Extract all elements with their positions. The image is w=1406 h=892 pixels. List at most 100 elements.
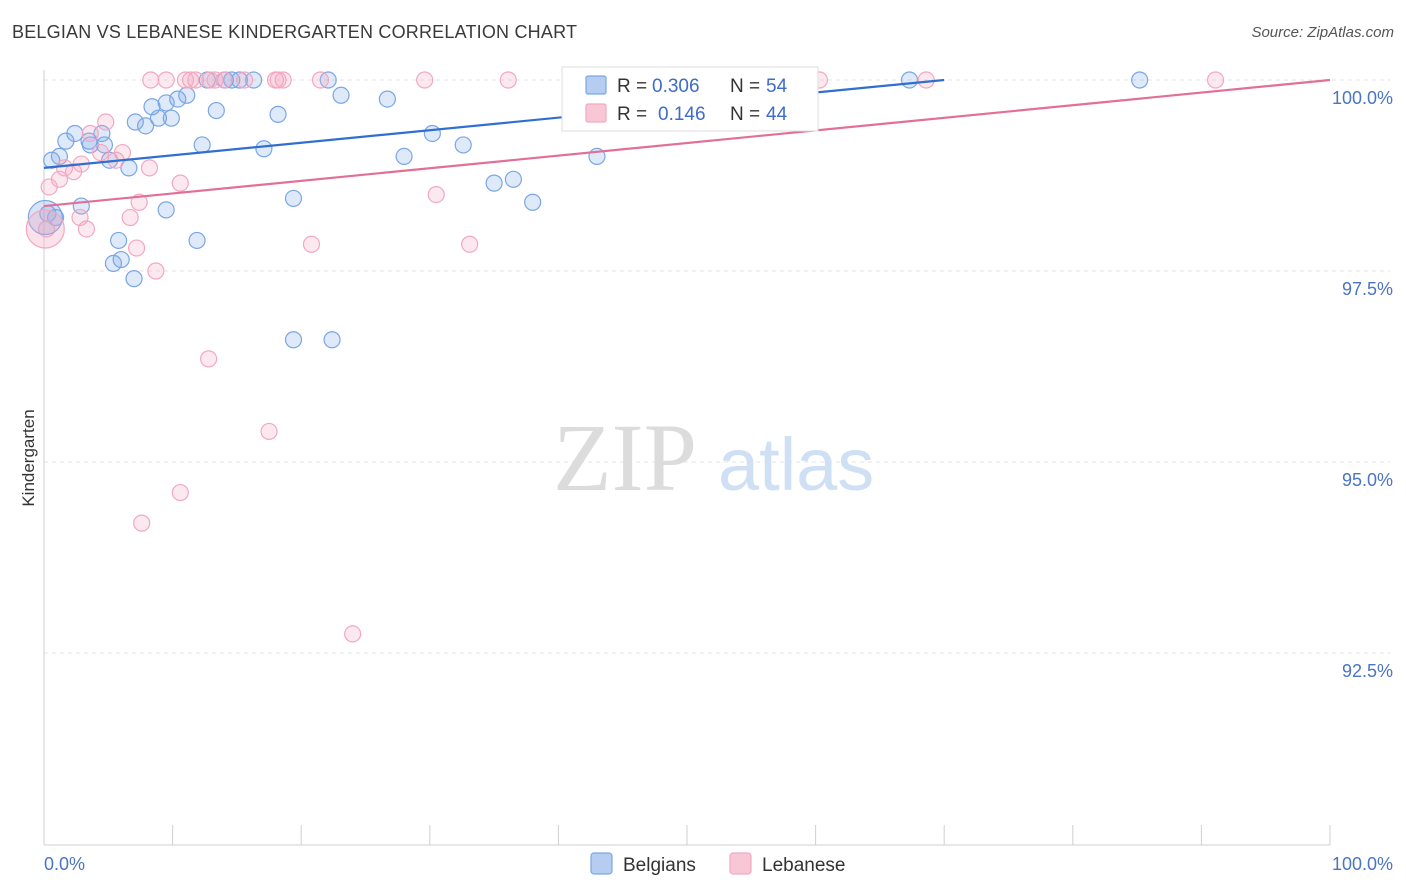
lebanese-point: [206, 71, 224, 89]
belgians-point: [125, 270, 143, 288]
chart-title: BELGIAN VS LEBANESE KINDERGARTEN CORRELA…: [12, 22, 578, 42]
lebanese-point: [182, 71, 200, 89]
lebanese-point: [269, 71, 287, 89]
lebanese-point: [311, 71, 330, 89]
legend-swatch-lebanese: [585, 103, 607, 123]
lebanese-point-large: [25, 209, 65, 249]
legend-swatch-belgians: [585, 75, 607, 95]
lebanese-point: [81, 124, 99, 143]
lebanese-point: [147, 262, 165, 280]
belgians-point: [162, 109, 180, 127]
watermark-atlas: atlas: [718, 423, 874, 506]
legend-n-label-1: N =: [730, 76, 760, 97]
lebanese-point: [344, 625, 362, 643]
bottom-legend-swatch-belgians: [590, 852, 613, 875]
lebanese-point: [121, 208, 139, 227]
lebanese-point: [236, 71, 254, 89]
belgians-point: [378, 90, 396, 108]
lebanese-point: [416, 71, 434, 89]
lebanese-point: [274, 71, 292, 89]
belgians-point: [178, 86, 196, 104]
gridlines: [44, 79, 1390, 654]
lebanese-point: [91, 143, 110, 162]
lebanese-point: [1206, 71, 1225, 89]
scatter-points: [25, 71, 1225, 643]
legend: R = 0.306 N = 54 R = 0.146 N = 44: [561, 66, 819, 132]
lebanese-point: [140, 159, 159, 177]
legend-r-label-2: R =: [617, 104, 647, 125]
lebanese-trend-line: [43, 78, 1331, 208]
lebanese-point: [427, 186, 445, 204]
belgians-point: [193, 136, 211, 154]
y-tick-label: 97.5%: [1342, 279, 1393, 299]
belgians-point: [269, 105, 287, 123]
bottom-legend: Belgians Lebanese: [590, 852, 845, 876]
legend-r-value-lebanese: 0.146: [658, 104, 706, 125]
belgians-point: [169, 90, 187, 108]
legend-r-label-1: R =: [617, 76, 647, 97]
lebanese-point: [187, 71, 205, 89]
lebanese-point: [37, 220, 56, 238]
lebanese-point: [461, 235, 479, 253]
y-tick-label: 100.0%: [1332, 88, 1393, 108]
belgians-point: [1131, 71, 1149, 89]
x-tick-label-max: 100.0%: [1332, 854, 1393, 874]
lebanese-point: [97, 113, 115, 131]
lebanese-point: [302, 235, 321, 253]
lebanese-point: [55, 159, 74, 177]
lebanese-point: [200, 350, 218, 368]
belgians-point: [245, 71, 263, 89]
lebanese-point: [215, 71, 233, 89]
lebanese-point: [499, 71, 517, 89]
legend-n-label-2: N =: [730, 104, 760, 125]
belgians-point: [126, 113, 144, 131]
x-ticks: [43, 825, 1331, 845]
lebanese-point: [77, 220, 96, 238]
belgians-point: [284, 331, 303, 349]
lebanese-point: [917, 71, 935, 89]
legend-n-value-belgians: 54: [766, 76, 788, 97]
lebanese-point: [133, 514, 151, 532]
legend-r-value-belgians: 0.306: [652, 76, 700, 97]
lebanese-point: [157, 71, 175, 89]
belgians-point: [504, 170, 522, 188]
lebanese-point: [130, 193, 148, 211]
belgians-point-large: [27, 199, 63, 236]
belgians-point: [157, 201, 175, 219]
y-tick-label: 95.0%: [1342, 470, 1393, 490]
lebanese-point: [171, 483, 189, 502]
lebanese-point: [142, 71, 160, 89]
belgians-point: [66, 124, 84, 143]
source-label: Source: ZipAtlas.com: [1251, 24, 1394, 41]
y-tick-label: 92.5%: [1342, 661, 1393, 681]
watermark-zip: ZIP: [553, 404, 697, 511]
bottom-legend-belgians: Belgians: [623, 855, 696, 876]
belgians-point: [524, 193, 542, 211]
belgians-point: [323, 331, 341, 349]
x-tick-label-min: 0.0%: [44, 854, 85, 874]
belgians-point: [136, 117, 155, 135]
belgians-point: [423, 124, 441, 143]
belgians-point: [332, 86, 350, 104]
legend-n-value-lebanese: 44: [766, 104, 788, 125]
lebanese-point: [127, 239, 146, 257]
belgians-point: [104, 254, 123, 272]
belgians-point: [900, 71, 919, 89]
lebanese-point: [201, 71, 219, 89]
bottom-legend-swatch-lebanese: [729, 852, 752, 875]
belgians-point: [485, 174, 503, 192]
y-axis-label: Kindergarten: [19, 409, 38, 506]
lebanese-point: [113, 143, 132, 162]
belgians-point: [46, 208, 65, 227]
bottom-legend-lebanese: Lebanese: [762, 855, 845, 876]
lebanese-point: [171, 174, 189, 192]
belgians-point: [188, 231, 206, 250]
y-tick-labels: 100.0% 97.5% 95.0% 92.5%: [1332, 88, 1393, 681]
belgians-point: [207, 101, 225, 120]
belgians-point: [112, 250, 130, 269]
belgians-point: [149, 109, 168, 127]
belgians-point: [454, 136, 472, 154]
lebanese-point: [260, 422, 278, 441]
belgians-point: [109, 231, 128, 250]
